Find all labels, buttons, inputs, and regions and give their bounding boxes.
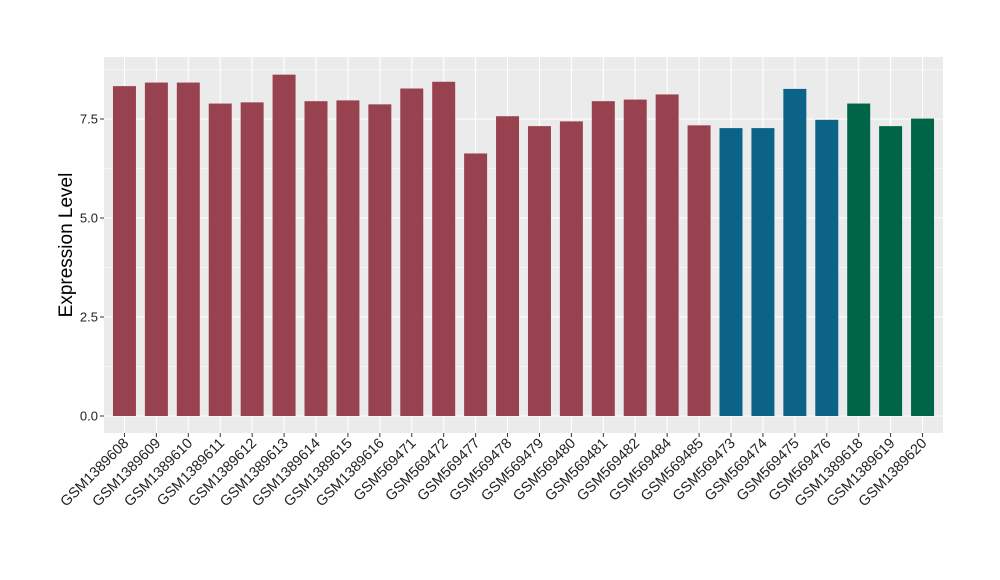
bar-GSM569473 — [719, 128, 743, 416]
bar-GSM1389619 — [879, 126, 903, 417]
bar-GSM569481 — [591, 101, 615, 417]
bar-GSM569474 — [751, 128, 775, 416]
x-axis: GSM1389608GSM1389609GSM1389610GSM1389611… — [58, 433, 930, 510]
bar-GSM569471 — [400, 88, 424, 417]
bar-GSM569476 — [815, 119, 839, 417]
bar-GSM1389620 — [911, 118, 935, 416]
bar-GSM569485 — [687, 125, 711, 416]
bar-GSM569472 — [432, 81, 456, 416]
bar-GSM1389610 — [176, 82, 200, 417]
bar-GSM569475 — [783, 88, 807, 417]
y-axis-title: Expression Level — [56, 173, 77, 318]
y-tick-label: 7.5 — [80, 112, 98, 127]
bar-GSM569482 — [623, 99, 647, 416]
bar-GSM1389608 — [112, 86, 136, 416]
bar-GSM569484 — [655, 94, 679, 416]
bar-GSM1389614 — [304, 101, 328, 417]
bar-GSM1389611 — [208, 103, 232, 416]
bars — [112, 74, 935, 417]
bar-GSM1389613 — [272, 74, 296, 416]
y-axis: 0.0 2.5 5.0 7.5 — [80, 112, 104, 424]
bar-GSM569478 — [496, 116, 520, 416]
y-tick-label: 2.5 — [80, 310, 98, 325]
bar-GSM569479 — [527, 126, 551, 417]
y-tick-label: 0.0 — [80, 409, 98, 424]
bar-GSM1389609 — [144, 82, 168, 417]
bar-GSM569477 — [464, 153, 488, 416]
bar-GSM1389615 — [336, 100, 360, 416]
bar-GSM569480 — [559, 121, 583, 416]
bar-GSM1389618 — [847, 103, 871, 416]
bar-GSM1389612 — [240, 102, 264, 417]
bar-GSM1389616 — [368, 104, 392, 417]
y-tick-label: 5.0 — [80, 211, 98, 226]
